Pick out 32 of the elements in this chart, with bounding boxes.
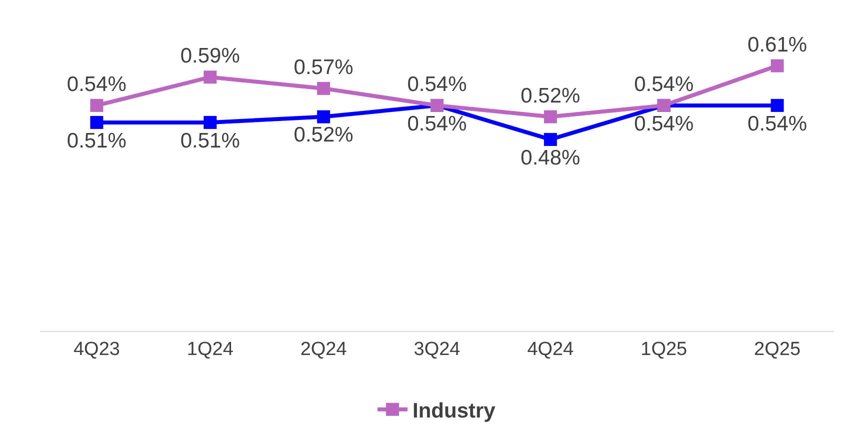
x-tick-label: 4Q23 — [73, 338, 120, 360]
data-label: 0.57% — [294, 56, 354, 80]
point — [770, 59, 784, 72]
point — [204, 70, 217, 84]
point — [204, 116, 217, 129]
data-label: 0.52% — [294, 124, 354, 147]
x-tick-label: 1Q25 — [640, 338, 688, 360]
point — [317, 82, 330, 95]
x-tick-label: 2Q25 — [754, 338, 801, 360]
x-tick-label: 2Q24 — [300, 338, 348, 360]
x-tick-label: 4Q24 — [527, 338, 574, 360]
point — [544, 132, 557, 146]
data-label: 0.51% — [180, 129, 240, 152]
data-label: 0.54% — [634, 73, 694, 96]
data-label: 0.54% — [66, 73, 126, 96]
point — [770, 98, 784, 112]
data-label: 0.54% — [634, 112, 694, 136]
data-label: 0.48% — [520, 146, 580, 170]
point — [544, 110, 557, 124]
data-label: 0.59% — [180, 44, 240, 68]
point — [90, 98, 104, 112]
data-label: 0.54% — [407, 73, 467, 96]
data-label: 0.54% — [748, 112, 808, 136]
data-label: 0.61% — [748, 33, 808, 56]
data-label: 0.52% — [520, 84, 580, 108]
point — [317, 110, 330, 124]
data-label: 0.51% — [66, 129, 126, 152]
x-tick-label: 1Q24 — [186, 338, 234, 360]
data-label: 0.54% — [407, 112, 467, 136]
legend-label: Industry — [412, 400, 496, 423]
point — [90, 116, 104, 129]
x-tick-label: 3Q24 — [414, 338, 461, 360]
